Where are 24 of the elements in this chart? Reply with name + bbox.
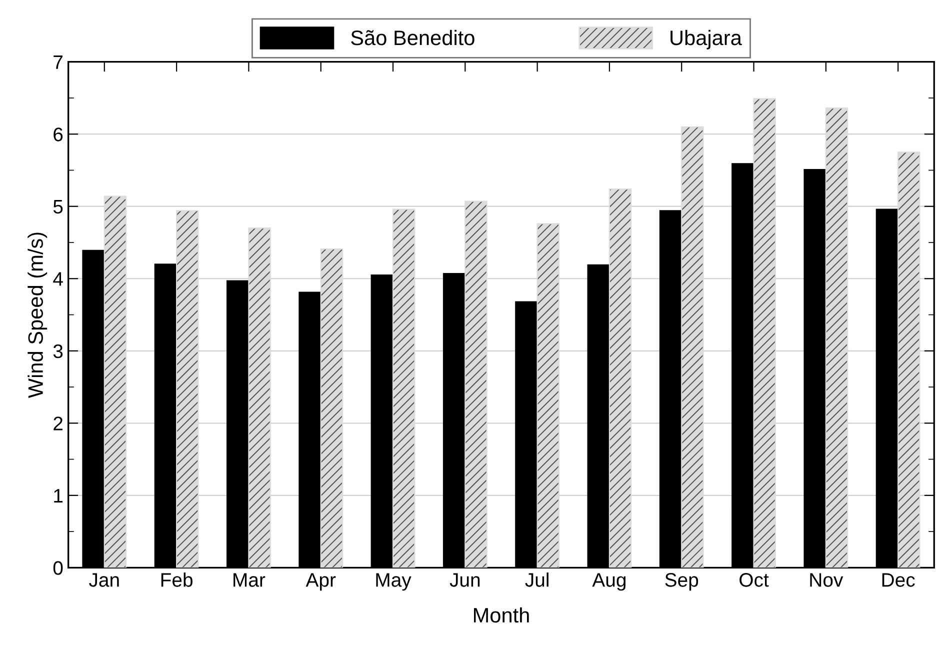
x-tick-label: Feb [161, 572, 192, 587]
y-axis-title: Wind Speed (m/s) [28, 232, 48, 398]
x-axis-title: Month [474, 607, 529, 623]
x-tick-label: Jun [450, 573, 480, 587]
y-tick-label: 7 [54, 56, 62, 69]
x-tick-label: Sep [665, 573, 698, 591]
legend-label: Ubajara [670, 30, 742, 50]
x-tick-label: Dec [882, 573, 915, 587]
y-tick-label: 6 [54, 128, 63, 142]
y-tick-label: 2 [54, 416, 62, 430]
x-tick-label: Nov [810, 573, 844, 587]
x-tick-label: Jan [89, 573, 119, 587]
x-tick-label: Mar [234, 573, 266, 587]
y-tick-label: 5 [53, 200, 63, 214]
x-tick-label: Apr [306, 573, 336, 591]
y-tick-label: 0 [53, 561, 63, 575]
y-tick-label: 1 [54, 489, 63, 502]
x-tick-label: May [376, 573, 412, 591]
legend-label: São Benedito [351, 30, 474, 46]
y-tick-label: 4 [53, 272, 63, 286]
x-tick-label: Oct [740, 573, 769, 587]
y-tick-label: 3 [53, 344, 63, 358]
x-tick-label: Aug [592, 573, 626, 591]
x-tick-label: Jul [525, 572, 548, 587]
